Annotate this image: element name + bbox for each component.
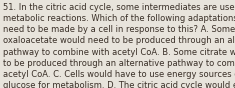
- Text: to be produced through an alternative pathway to combine with: to be produced through an alternative pa…: [3, 59, 235, 68]
- Text: metabolic reactions. Which of the following adaptations would: metabolic reactions. Which of the follow…: [3, 14, 235, 23]
- Text: 51. In the citric acid cycle, some intermediates are used in other: 51. In the citric acid cycle, some inter…: [3, 3, 235, 12]
- Text: glucose for metabolism. D. The citric acid cycle would event: glucose for metabolism. D. The citric ac…: [3, 81, 235, 88]
- Text: acetyl CoA. C. Cells would have to use energy sources other than: acetyl CoA. C. Cells would have to use e…: [3, 70, 235, 79]
- Text: oxaloacetate would need to be produced through an alternative: oxaloacetate would need to be produced t…: [3, 36, 235, 45]
- Text: need to be made by a cell in response to this? A. Some: need to be made by a cell in response to…: [3, 25, 235, 34]
- Text: pathway to combine with acetyl CoA. B. Some citrate would need: pathway to combine with acetyl CoA. B. S…: [3, 48, 235, 57]
